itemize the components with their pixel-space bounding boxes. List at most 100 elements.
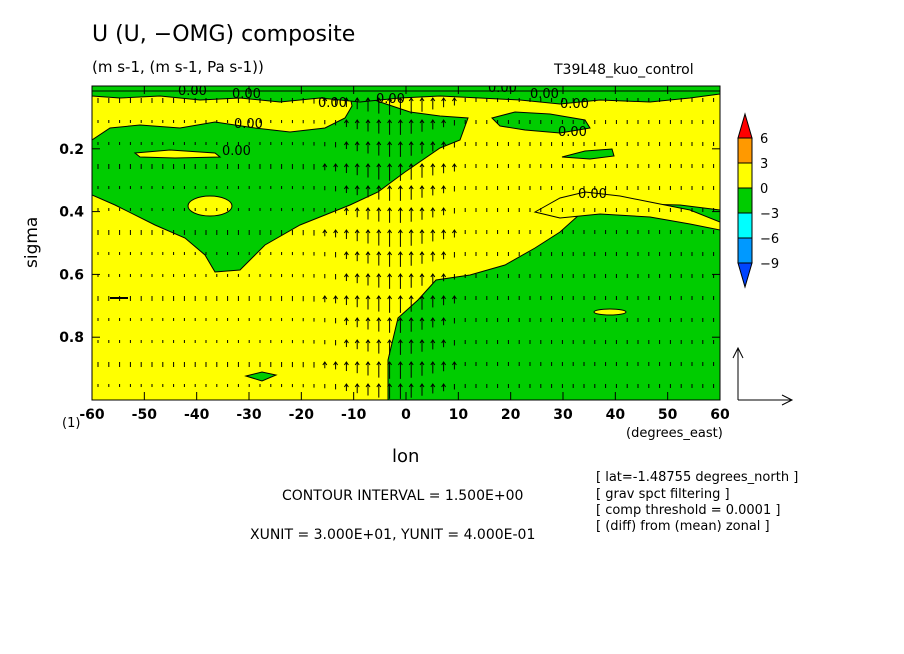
wind-vector-head	[397, 383, 403, 388]
x-tick-label: 0	[401, 407, 411, 423]
wind-vector-head	[441, 339, 447, 344]
reference-vector	[732, 346, 794, 406]
wind-vector-head	[343, 207, 349, 212]
x-axis-units: (degrees_east)	[626, 426, 723, 441]
wind-vector-head	[397, 141, 403, 146]
wind-vector-head	[408, 97, 414, 102]
vector-unit-note: XUNIT = 3.000E+01, YUNIT = 4.000E-01	[250, 527, 536, 543]
info-line: [ (diff) from (mean) zonal ]	[596, 519, 770, 534]
wind-vector-head	[376, 295, 382, 300]
wind-vector-head	[430, 163, 436, 168]
chart-title: U (U, −OMG) composite	[92, 22, 356, 47]
wind-vector-head	[430, 273, 436, 278]
wind-vector-head	[419, 295, 425, 300]
wind-vector-head	[354, 251, 360, 256]
wind-vector-head	[376, 97, 382, 102]
positive-pocket	[187, 195, 233, 217]
wind-vector-head	[354, 339, 360, 344]
wind-vector-head	[441, 273, 447, 278]
wind-vector-head	[419, 119, 425, 124]
legend-swatch	[737, 162, 753, 189]
wind-vector-head	[376, 339, 382, 344]
wind-vector-head	[430, 185, 436, 190]
wind-vector-head	[419, 383, 425, 388]
wind-vector-head	[397, 185, 403, 190]
wind-vector-head	[419, 251, 425, 256]
wind-vector-head	[397, 119, 403, 124]
wind-vector-head	[343, 383, 349, 388]
wind-vector-head	[408, 295, 414, 300]
wind-vector-head	[322, 97, 328, 102]
wind-vector-head	[419, 207, 425, 212]
legend-label: −9	[760, 257, 779, 272]
y-tick-label: 0.2	[59, 142, 84, 158]
wind-vector-head	[408, 339, 414, 344]
wind-vector-head	[408, 251, 414, 256]
wind-vector-head	[343, 273, 349, 278]
wind-vector-head	[333, 97, 339, 102]
wind-vector-head	[354, 361, 360, 366]
wind-vector-head	[365, 295, 371, 300]
x-tick-label: 50	[658, 407, 678, 423]
wind-vector-head	[441, 97, 447, 102]
contour-label: 0.00	[530, 87, 559, 102]
negative-sliver	[561, 148, 615, 160]
wind-vector-head	[430, 383, 436, 388]
wind-vector-head	[343, 141, 349, 146]
wind-vector-head	[387, 97, 393, 102]
wind-vector-head	[387, 317, 393, 322]
wind-vector-head	[397, 207, 403, 212]
negative-patch-small	[244, 371, 278, 382]
wind-vector-head	[365, 339, 371, 344]
wind-vector-head	[387, 251, 393, 256]
x-tick-label: -30	[236, 407, 262, 423]
wind-vector-head	[387, 273, 393, 278]
wind-vector-head	[397, 229, 403, 234]
wind-vector-head	[441, 229, 447, 234]
contour-label: 0.00	[234, 117, 263, 132]
color-legend: 6 3 0 −3 −6 −9	[737, 112, 779, 289]
wind-vector-head	[387, 339, 393, 344]
wind-vector-head	[365, 251, 371, 256]
wind-vector-head	[408, 383, 414, 388]
wind-vector-head	[441, 207, 447, 212]
wind-vector-head	[343, 295, 349, 300]
legend-label: −6	[760, 232, 779, 247]
chart-units: (m s-1, (m s-1, Pa s-1))	[92, 58, 264, 76]
wind-vector-head	[387, 141, 393, 146]
wind-vector-head	[387, 163, 393, 168]
wind-vector-head	[397, 339, 403, 344]
wind-vector-head	[397, 317, 403, 322]
wind-vector-head	[354, 295, 360, 300]
wind-vector-head	[365, 207, 371, 212]
axis-ticks: -60 -50 -40 -30 -20 -10 0 10 20 30 40 50 60 0.2 0.4 0.6…	[59, 86, 730, 423]
wind-vector-head	[322, 295, 328, 300]
legend-swatch	[737, 237, 753, 264]
x-tick-label: 20	[501, 407, 521, 423]
wind-vector-head	[430, 251, 436, 256]
wind-vector-head	[354, 207, 360, 212]
wind-vector-head	[408, 229, 414, 234]
wind-vector-head	[376, 317, 382, 322]
wind-vector-head	[387, 383, 393, 388]
y-tick-label: 0.6	[59, 267, 84, 283]
wind-vector-head	[387, 207, 393, 212]
wind-vector-head	[441, 295, 447, 300]
wind-vector-head	[343, 317, 349, 322]
wind-vector-head	[354, 141, 360, 146]
wind-vector-head	[387, 185, 393, 190]
wind-vector-head	[333, 229, 339, 234]
wind-vector-head	[408, 361, 414, 366]
wind-vector-head	[354, 97, 360, 102]
negative-region-upper-left	[92, 95, 469, 273]
wind-vector-head	[376, 207, 382, 212]
wind-vector-head	[397, 295, 403, 300]
x-tick-label: 30	[553, 407, 573, 423]
contour-label: 0.00	[558, 125, 587, 140]
negative-region-lower-east	[387, 203, 720, 400]
contour-interval: CONTOUR INTERVAL = 1.500E+00	[282, 488, 524, 504]
wind-vector-head	[343, 251, 349, 256]
wind-vector-head	[408, 273, 414, 278]
wind-vector-head	[376, 251, 382, 256]
wind-vector-head	[430, 119, 436, 124]
